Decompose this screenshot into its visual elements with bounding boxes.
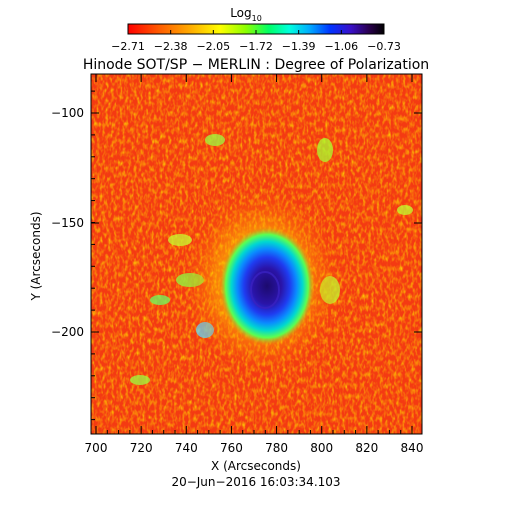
colorbar-tick-label: −0.73 <box>367 40 401 53</box>
y-axis-label: Y (Arcseconds) <box>29 211 43 301</box>
colorbar-tick-label: −1.06 <box>324 40 358 53</box>
x-tick-label: 780 <box>265 441 288 455</box>
x-tick-label: 820 <box>355 441 378 455</box>
x-axis-ticks: 700 720 740 760 780 800 820 840 <box>85 74 424 455</box>
colorbar-tick-label: −1.39 <box>282 40 316 53</box>
x-tick-label: 760 <box>220 441 243 455</box>
x-tick-label: 800 <box>310 441 333 455</box>
y-tick-label: −100 <box>51 106 84 120</box>
x-tick-label: 740 <box>175 441 198 455</box>
colorbar-label: Log10 <box>230 6 262 23</box>
y-tick-label: −150 <box>51 216 84 230</box>
colorbar-tick-label: −2.71 <box>111 40 145 53</box>
colorbar-ticks <box>127 30 385 34</box>
x-tick-label: 720 <box>130 441 153 455</box>
colorbar-tick-label: −2.05 <box>196 40 230 53</box>
x-tick-label: 700 <box>85 441 108 455</box>
plot-title: Hinode SOT/SP − MERLIN : Degree of Polar… <box>83 57 429 73</box>
x-tick-label: 840 <box>401 441 424 455</box>
colorbar-tick-labels: −2.71 −2.38 −2.05 −1.72 −1.39 −1.06 −0.73 <box>111 40 401 53</box>
timestamp: 20−Jun−2016 16:03:34.103 <box>171 475 340 489</box>
plot-frame <box>90 73 423 435</box>
y-tick-label: −200 <box>51 325 84 339</box>
polarization-map <box>91 74 422 434</box>
colorbar-tick-label: −2.38 <box>154 40 188 53</box>
colorbar-tick-label: −1.72 <box>239 40 273 53</box>
y-axis-ticks: −100 −150 −200 <box>51 90 422 421</box>
x-axis-label: X (Arcseconds) <box>211 459 301 473</box>
